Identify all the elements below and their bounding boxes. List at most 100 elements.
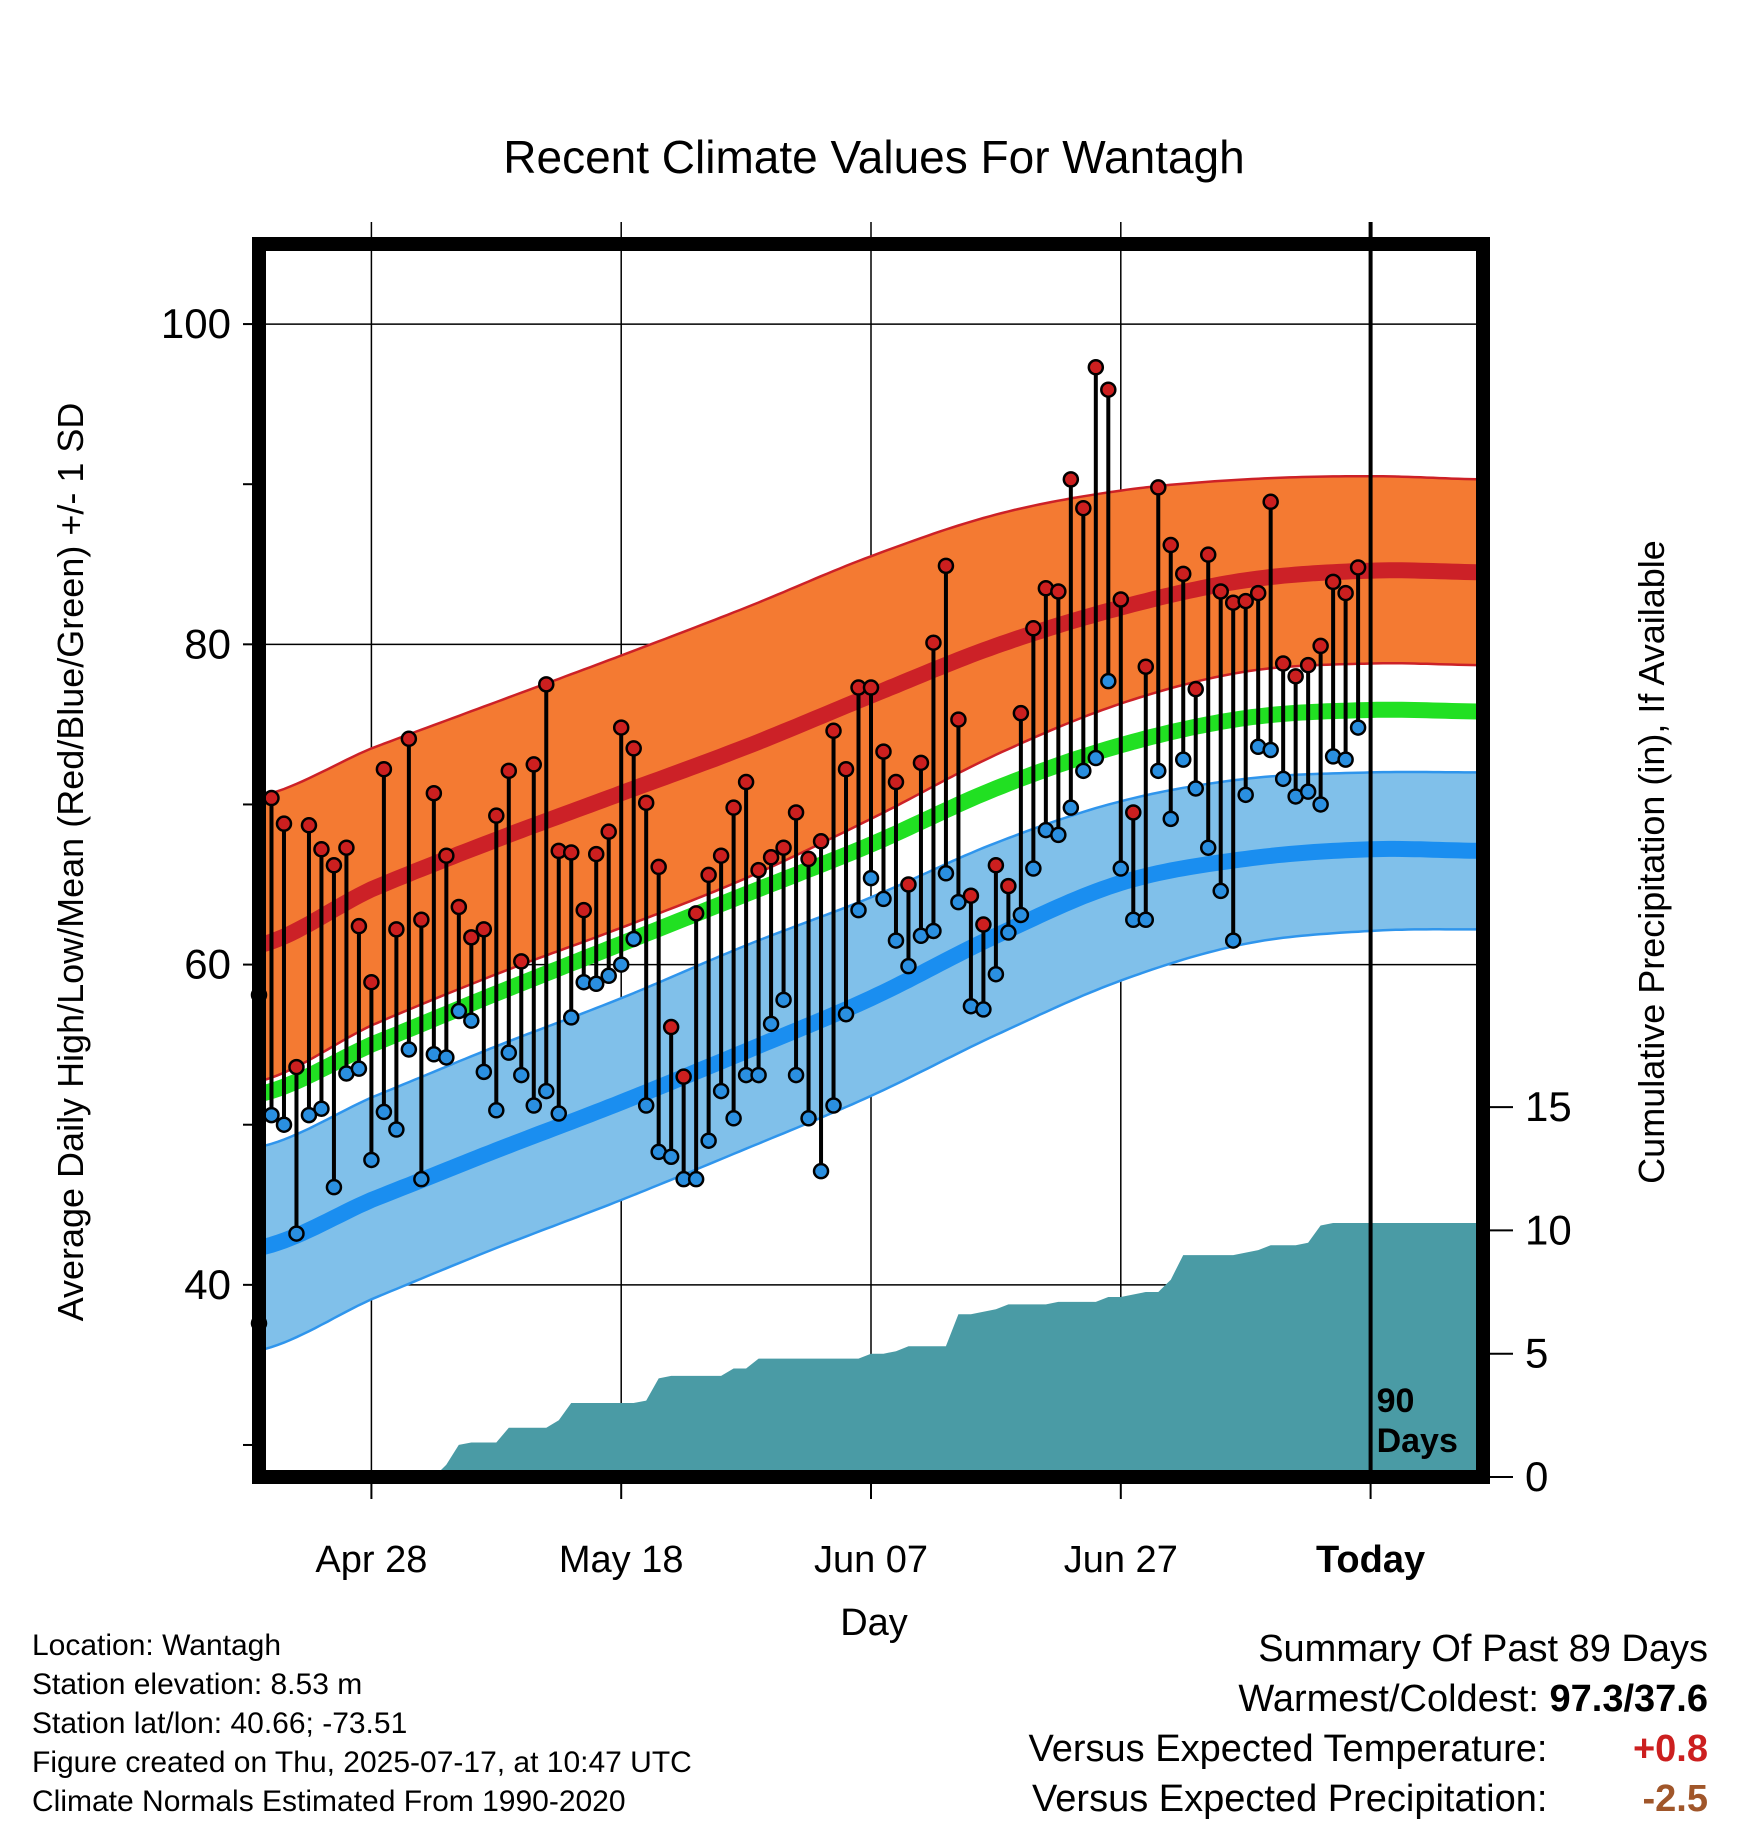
daily-high-point [1050,583,1067,600]
y2-tick-label: 10 [1525,1206,1572,1253]
daily-low-point [587,975,605,993]
daily-low-point [1050,826,1067,844]
daily-high-point [700,866,717,884]
daily-high-point [1012,704,1030,722]
daily-high-point [812,833,830,850]
daily-high-point [612,719,630,736]
daily-high-point [1150,479,1167,496]
daily-high-point [837,760,855,778]
daily-low-point [1349,719,1367,736]
daily-high-point [1000,877,1017,895]
normal-low-line [257,840,1484,1256]
station-info: Location: Wantagh Station elevation: 8.5… [32,1626,692,1821]
summary-precip-row: Versus Expected Precipitation: -2.5 [1029,1774,1708,1824]
daily-high-point [562,844,580,861]
daily-low-point [400,1041,418,1058]
daily-high-point [375,760,393,778]
daily-high-point [1299,656,1317,674]
daily-high-point [463,929,480,946]
daily-low-point [662,1148,680,1165]
daily-low-point [363,1151,380,1169]
daily-low-point [438,1049,455,1066]
warm-cold-value: 97.3/37.6 [1549,1678,1708,1720]
x-tick-label: Jun 27 [1064,1539,1178,1581]
daily-high-point [937,557,955,575]
precip-label: Versus Expected Precipitation: [1032,1778,1548,1820]
elevation-text: Station elevation: 8.53 m [32,1668,363,1701]
daily-high-point [712,847,730,864]
daily-low-point [712,1082,730,1100]
daily-low-point [987,965,1005,983]
y-axis-label: Average Daily High/Low/Mean (Red/Blue/Gr… [50,403,91,1322]
daily-low-point [288,1225,305,1242]
location-text: Location: Wantagh [32,1629,282,1662]
daily-high-point [1249,584,1267,602]
daily-low-point [700,1132,717,1149]
daily-low-point [1237,786,1254,804]
daily-high-point [1212,583,1229,600]
y-tick-label: 80 [184,620,231,667]
x-axis-label: Day [840,1602,908,1644]
daily-low-point [925,922,942,940]
daily-low-point [1025,860,1042,877]
daily-high-point [1312,637,1329,655]
warm-cold-label: Warmest/Coldest: [1238,1678,1539,1720]
daily-high-point [1062,471,1080,488]
daily-high-point [787,804,805,821]
daily-high-point [1137,658,1155,675]
daily-low-point [1075,762,1092,780]
daily-low-point [812,1162,830,1180]
daily-low-point [1299,783,1317,800]
daily-low-point [313,1100,330,1117]
daily-low-point [800,1110,817,1127]
daily-high-point [1349,559,1367,576]
daily-low-point [1112,860,1130,877]
daily-high-point [1187,680,1204,698]
daily-low-point [625,930,642,948]
daily-high-point [300,817,318,834]
daily-low-point [413,1170,430,1188]
daily-low-point [500,1044,518,1061]
daily-low-point [488,1102,505,1119]
daily-low-point [550,1105,568,1122]
daily-low-point [950,893,967,911]
daily-high-point [862,679,880,696]
daily-high-point [925,634,942,651]
daily-high-point [275,815,293,832]
daily-high-point [725,799,742,816]
daily-low-point [525,1097,543,1114]
daily-high-point [1174,565,1192,583]
daily-low-point [1150,762,1167,780]
chart-title: Recent Climate Values For Wantagh [503,131,1244,183]
daily-low-point [687,1170,705,1188]
daily-high-point [338,839,355,856]
daily-high-point [513,953,530,970]
daily-high-point [438,847,455,864]
daily-high-point [575,901,592,919]
precipitation-area [259,1223,1483,1477]
daily-low-point [787,1066,805,1084]
x-tick-label: Apr 28 [315,1539,427,1581]
daily-low-point [562,1009,580,1026]
daily-low-point [975,1001,992,1018]
daily-low-point [275,1116,293,1133]
daily-high-point [488,807,505,824]
daily-high-point [887,773,905,791]
daily-low-point [725,1110,742,1127]
daily-low-point [263,1106,280,1124]
temp-value: +0.8 [1632,1728,1708,1770]
daily-high-point [950,711,967,728]
daily-low-point [1062,799,1080,816]
precip-value: -2.5 [1642,1778,1708,1820]
daily-high-point [600,823,617,840]
daily-high-point [650,858,667,876]
high-sd-upper-edge [258,474,1484,798]
daily-high-point [962,887,980,904]
low-sd-lower-edge [258,928,1483,1352]
latlon-text: Station lat/lon: 40.66; -73.51 [32,1707,408,1740]
daily-high-point [975,916,992,933]
daily-high-point [912,754,930,772]
daily-high-point [762,849,780,866]
daily-low-point [1174,751,1192,768]
daily-low-point [837,1005,855,1023]
